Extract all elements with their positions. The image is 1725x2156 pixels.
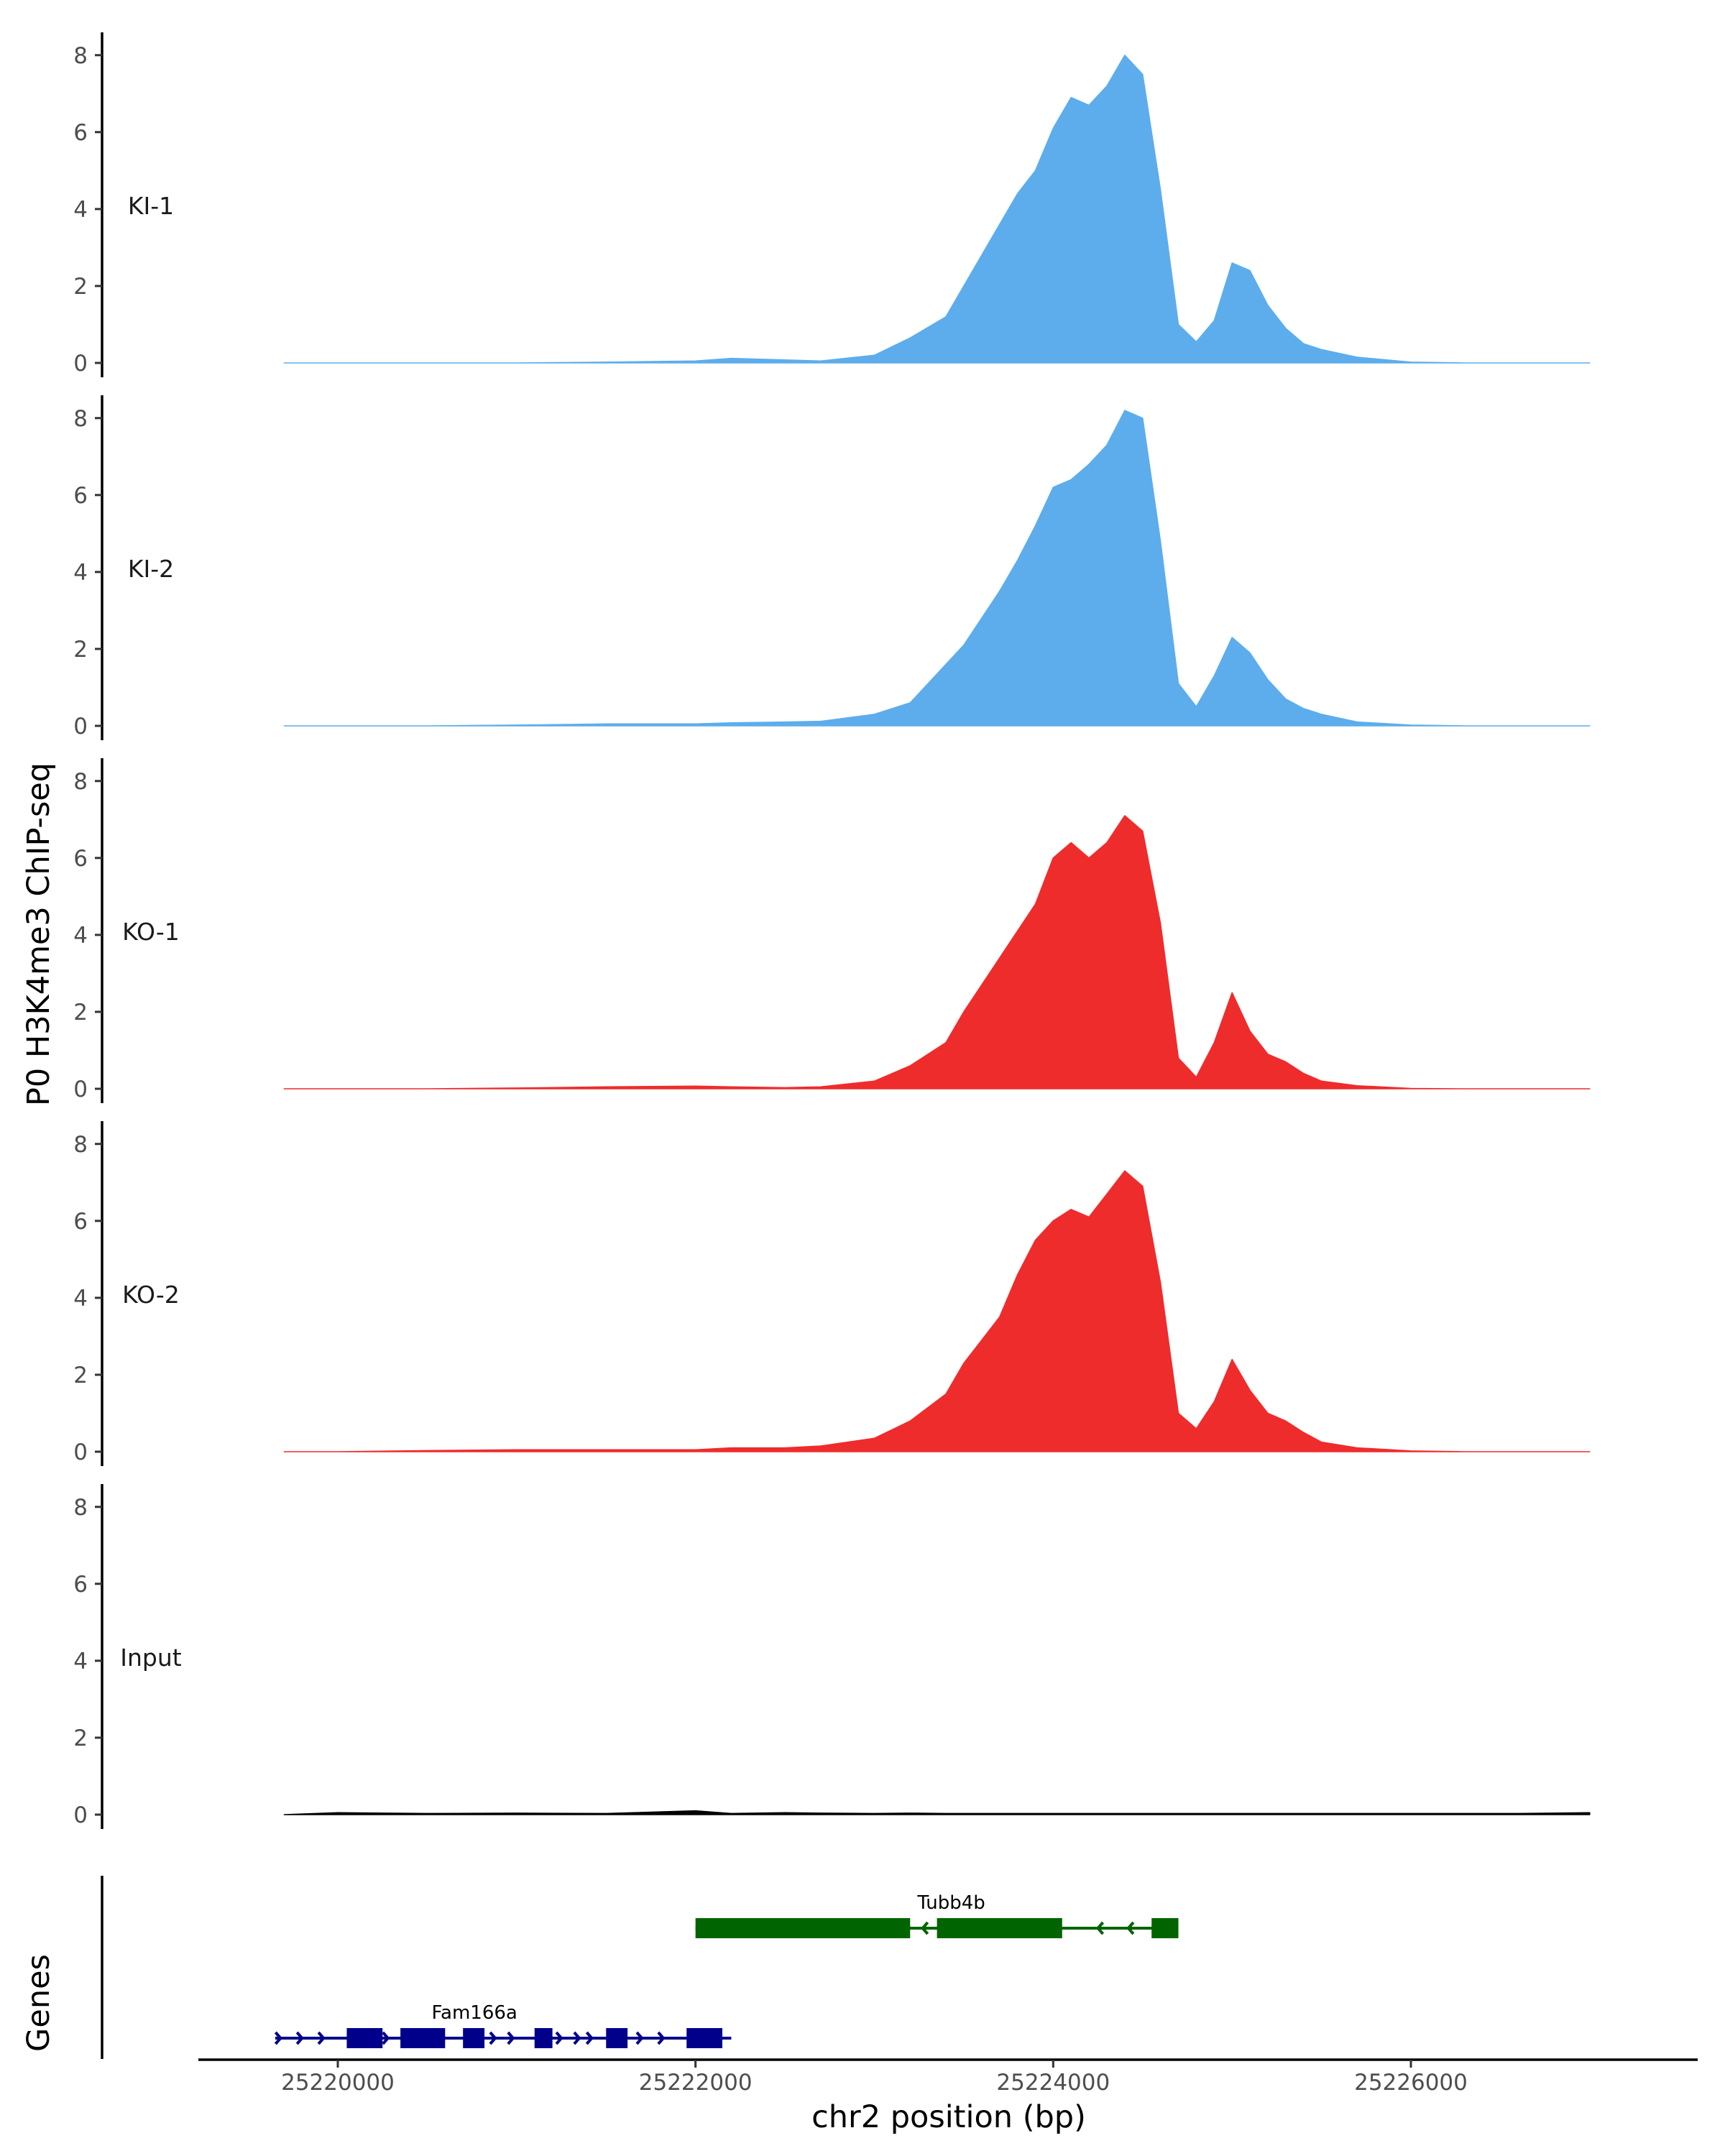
track-ko-1: 0 2 4 6 8 KO-1	[73, 758, 1591, 1103]
x-tick-label: 25222000	[639, 2070, 753, 2096]
track-label: KI-1	[128, 192, 174, 220]
strand-arrow	[555, 2031, 564, 2045]
track-label: KI-2	[128, 555, 174, 583]
y-tick-label: 8	[73, 1132, 88, 1158]
gene-exon	[463, 2028, 485, 2048]
coverage-area	[283, 1170, 1591, 1452]
track-input: 0 2 4 6 8 Input	[73, 1484, 1591, 1829]
track-ki-1: 0 2 4 6 8 KI-1	[73, 32, 1591, 377]
strand-arrow	[295, 2031, 304, 2045]
track-label: KO-2	[122, 1281, 180, 1309]
strand-arrow	[585, 2031, 594, 2045]
y-tick-label: 0	[73, 1439, 88, 1465]
x-axis: 25220000 25222000 25224000 25226000	[198, 2058, 1698, 2096]
y-tick-label: 4	[73, 1649, 88, 1674]
strand-arrow	[382, 2031, 390, 2045]
y-tick-label: 2	[73, 1000, 88, 1026]
y-tick-label: 2	[73, 1726, 88, 1751]
y-tick-label: 8	[73, 43, 88, 69]
x-tick-label: 25224000	[996, 2070, 1110, 2096]
y-tick-label: 4	[73, 1286, 88, 1312]
strand-arrow	[921, 1921, 929, 1935]
gene-tubb4b: Tubb4b	[695, 1892, 1179, 1938]
coverage-area	[283, 55, 1591, 364]
y-tick-label: 6	[73, 483, 88, 509]
y-tick-label: 6	[73, 1209, 88, 1235]
gene-exon	[534, 2028, 553, 2048]
gene-exon	[1151, 1918, 1179, 1938]
genes-track-title: Genes	[21, 1954, 57, 2052]
strand-arrow	[317, 2031, 326, 2045]
gene-track: Tubb4b Fam166a	[101, 1876, 1179, 2059]
y-tick-label: 0	[73, 714, 88, 740]
gene-exon	[686, 2028, 722, 2048]
y-tick-label: 6	[73, 846, 88, 872]
gene-exon	[400, 2028, 446, 2048]
strand-arrow	[1095, 1921, 1105, 1935]
coverage-area	[283, 1810, 1591, 1815]
strand-arrow	[489, 2031, 497, 2045]
strand-arrow	[274, 2031, 283, 2045]
gene-exon	[937, 1918, 1062, 1938]
strand-arrow	[1126, 1921, 1135, 1935]
y-tick-label: 8	[73, 769, 88, 795]
strand-arrow	[635, 2031, 644, 2045]
y-tick-label: 4	[73, 560, 88, 586]
y-tick-label: 4	[73, 923, 88, 949]
y-tick-label: 2	[73, 637, 88, 663]
y-tick-label: 0	[73, 1077, 88, 1102]
gene-exon	[346, 2028, 383, 2048]
x-tick-label: 25226000	[1354, 2070, 1468, 2096]
y-tick-label: 0	[73, 1802, 88, 1828]
x-tick-label: 25220000	[281, 2070, 395, 2096]
y-tick-label: 8	[73, 1495, 88, 1521]
x-axis-title: chr2 position (bp)	[811, 2099, 1086, 2135]
strand-arrow	[657, 2031, 666, 2045]
y-tick-label: 2	[73, 1363, 88, 1388]
track-ki-2: 0 2 4 6 8 KI-2	[73, 395, 1591, 740]
coverage-area	[283, 815, 1591, 1089]
track-label: KO-1	[122, 918, 180, 946]
y-tick-label: 2	[73, 274, 88, 300]
y-tick-label: 6	[73, 120, 88, 146]
gene-exon	[695, 1918, 911, 1938]
track-label: Input	[120, 1644, 182, 1672]
strand-arrow	[507, 2031, 515, 2045]
y-tick-label: 4	[73, 197, 88, 223]
track-ko-2: 0 2 4 6 8 KO-2	[73, 1121, 1591, 1466]
gene-label: Tubb4b	[916, 1892, 985, 1914]
coverage-area	[283, 410, 1591, 727]
y-tick-label: 8	[73, 406, 88, 432]
gene-label: Fam166a	[431, 2002, 517, 2024]
strand-arrow	[573, 2031, 581, 2045]
gene-exon	[606, 2028, 628, 2048]
y-tick-label: 6	[73, 1572, 88, 1598]
coverage-tracks: 0 2 4 6 8 KI-1 0 2 4 6 8 KI-2 0 2 4 6 8 KO-1 0 2 4 6 8 KO-2 0 2 4 6…	[73, 32, 1591, 1829]
y-axis-title: P0 H3K4me3 ChIP-seq	[21, 763, 57, 1106]
y-tick-label: 0	[73, 351, 88, 377]
gene-fam166a: Fam166a	[274, 2002, 732, 2048]
